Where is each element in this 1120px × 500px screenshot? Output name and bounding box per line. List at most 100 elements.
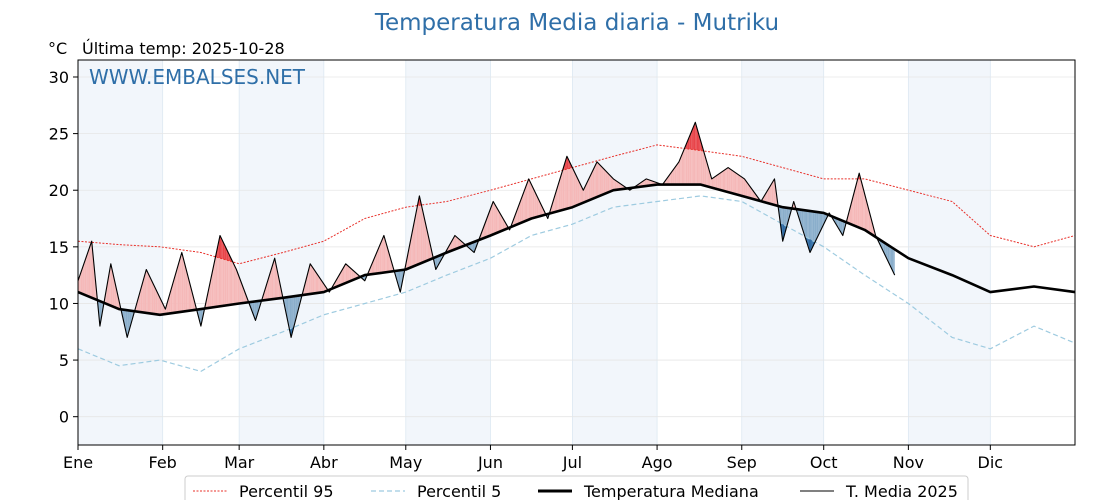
fill-above-median: [501, 215, 503, 231]
fill-above-median: [561, 169, 563, 211]
fill-above-median: [307, 269, 309, 295]
fill-above-median: [596, 161, 599, 198]
fill-above-median: [188, 278, 190, 311]
fill-below-median: [435, 256, 438, 270]
fill-above-median: [687, 138, 689, 185]
x-tick-label: Ene: [63, 453, 93, 472]
fill-above-median: [147, 272, 150, 314]
fill-above-median: [347, 265, 349, 283]
fill-below-median: [885, 243, 887, 259]
fill-above-median: [576, 176, 578, 206]
fill-above-median: [536, 195, 539, 218]
x-tick-label: Ago: [642, 453, 673, 472]
fill-above-median: [568, 159, 570, 209]
fill-above-median: [144, 269, 147, 313]
fill-above-median: [82, 264, 84, 295]
fill-above-median: [677, 161, 679, 185]
fill-above-median: [386, 244, 389, 273]
fill-above-median: [498, 210, 501, 233]
fill-above-median: [154, 286, 156, 315]
fill-above-median: [580, 184, 582, 204]
fill-below-median: [820, 212, 823, 230]
fill-above-median: [713, 177, 715, 189]
fill-above-median: [150, 277, 152, 314]
fill-above-median: [157, 292, 159, 315]
legend: Percentil 95 Percentil 5 Temperatura Med…: [184, 475, 969, 500]
fill-above-median: [457, 237, 460, 249]
fill-above-median: [551, 200, 554, 213]
fill-below-median: [840, 219, 842, 234]
y-tick-label: 5: [59, 351, 69, 370]
fill-below-median: [297, 295, 300, 312]
fill-above-median: [379, 241, 382, 274]
fill-above-median: [322, 282, 324, 293]
fill-above-median: [232, 260, 234, 305]
grid-lines: [77, 60, 1075, 445]
month-band: [572, 60, 658, 445]
fill-above-median: [169, 290, 171, 314]
x-tick-label: Jul: [562, 453, 582, 472]
fill-above-median: [308, 263, 311, 295]
fill-above-median: [863, 188, 865, 230]
fill-above-median: [532, 187, 535, 219]
p5-line: [77, 195, 1076, 373]
fill-above-p95: [699, 136, 701, 151]
fill-above-median: [267, 275, 270, 300]
fill-above-median: [539, 201, 541, 217]
legend-box: [184, 475, 969, 500]
fill-above-median: [88, 245, 91, 298]
fill-above-median: [535, 193, 537, 218]
fill-above-median: [228, 252, 230, 306]
fill-above-median: [420, 202, 423, 264]
fill-above-median: [573, 170, 576, 207]
fill-above-median: [351, 268, 353, 281]
fill-above-median: [519, 200, 521, 224]
fill-above-median: [564, 160, 566, 210]
fill-below-median: [893, 248, 895, 276]
fill-above-median: [729, 168, 731, 193]
fill-above-median: [113, 276, 115, 308]
fill-above-median: [181, 252, 184, 312]
fill-below-median: [825, 213, 827, 222]
fill-above-median: [616, 180, 618, 190]
fill-above-median: [743, 177, 745, 197]
fill-above-median: [86, 253, 88, 297]
fill-above-median: [747, 182, 749, 198]
x-axis-ticks: Ene Feb Mar Abr May Jun Jul Ago Sep Oct Nov Dic: [63, 445, 1003, 472]
fill-above-median: [681, 152, 684, 185]
fill-below-median: [471, 242, 473, 252]
fill-above-median: [575, 173, 577, 207]
fill-above-median: [749, 186, 752, 199]
fill-above-median: [733, 171, 735, 194]
fill-above-median: [606, 171, 608, 194]
fill-above-median: [609, 174, 611, 192]
fill-above-median: [680, 155, 682, 185]
fill-above-median: [683, 148, 685, 185]
fill-above-median: [213, 261, 215, 308]
fill-above-median: [304, 279, 307, 295]
fill-above-median: [715, 175, 718, 190]
fill-above-median: [577, 178, 580, 205]
fill-above-median: [773, 178, 775, 205]
fill-above-median: [500, 213, 502, 232]
month-band: [741, 60, 824, 445]
fill-above-median: [530, 181, 532, 220]
fill-above-median: [771, 181, 774, 205]
chart-title: Temperatura Media diaria - Mutriku: [374, 10, 779, 36]
fill-above-median: [524, 186, 526, 222]
fill-above-p95: [692, 125, 694, 150]
fill-above-median: [706, 160, 708, 187]
fill-below-median: [472, 241, 475, 253]
fill-below-median: [887, 244, 890, 264]
fill-above-median: [490, 205, 492, 236]
fill-above-median: [602, 167, 604, 195]
fill-above-median: [603, 168, 606, 195]
fill-above-median: [584, 184, 587, 203]
fill-above-median: [489, 208, 491, 237]
fill-above-median: [557, 182, 559, 212]
fill-above-median: [312, 267, 315, 294]
fill-below-median: [814, 211, 816, 245]
fill-above-median: [381, 238, 383, 273]
x-tick-label: Abr: [310, 453, 338, 472]
